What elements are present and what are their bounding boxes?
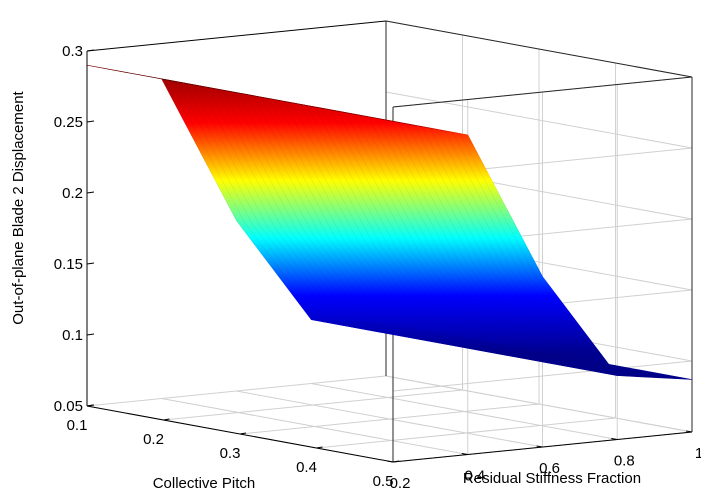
grid-line bbox=[161, 398, 468, 455]
mesh-line bbox=[102, 67, 402, 327]
mesh-line bbox=[232, 91, 532, 351]
mesh-line bbox=[171, 80, 471, 340]
y-tick bbox=[461, 453, 468, 455]
mesh-line bbox=[285, 101, 585, 361]
z-axis-label: Out-of-plane Blade 2 Displacement bbox=[10, 90, 27, 324]
x-tick bbox=[239, 432, 247, 435]
mesh-line bbox=[308, 105, 608, 365]
z-tick bbox=[86, 49, 95, 52]
x-axis-label: Collective Pitch bbox=[153, 475, 256, 492]
y-axis-label: Residual Stiffness Fraction bbox=[463, 470, 641, 487]
mesh-line bbox=[377, 118, 677, 377]
y-tick bbox=[611, 438, 618, 440]
z-tick-label: 0.15 bbox=[54, 256, 83, 273]
mesh-line bbox=[369, 116, 670, 376]
mesh-line bbox=[209, 87, 509, 347]
mesh-line bbox=[201, 85, 501, 345]
x-tick bbox=[86, 404, 94, 407]
mesh-line bbox=[163, 78, 463, 338]
mesh-line bbox=[270, 98, 570, 358]
x-tick-label: 0.5 bbox=[373, 473, 394, 490]
mesh-line bbox=[140, 74, 440, 334]
mesh-line bbox=[354, 113, 654, 373]
mesh-line bbox=[186, 83, 486, 342]
x-tick-label: 0.2 bbox=[143, 431, 164, 448]
mesh-line bbox=[94, 66, 394, 326]
y-tick-label: 1 bbox=[695, 445, 701, 462]
mesh-line bbox=[392, 120, 693, 380]
x-tick-label: 0.1 bbox=[67, 417, 88, 434]
mesh-line bbox=[324, 108, 624, 368]
mesh-line bbox=[347, 112, 647, 372]
z-tick-label: 0.05 bbox=[54, 398, 83, 415]
mesh-line bbox=[293, 102, 593, 362]
mesh-line bbox=[316, 106, 616, 366]
mesh-line bbox=[262, 97, 563, 356]
z-tick bbox=[86, 262, 95, 265]
mesh-line bbox=[109, 69, 409, 328]
mesh-line bbox=[155, 77, 455, 337]
x-tick bbox=[163, 418, 170, 421]
mesh-line bbox=[86, 64, 387, 324]
y-tick-label: 0.4 bbox=[464, 468, 485, 485]
mesh-line bbox=[132, 73, 432, 333]
mesh-line bbox=[255, 95, 555, 355]
y-tick-label: 0.2 bbox=[390, 475, 411, 492]
mesh-line bbox=[117, 70, 417, 330]
mesh-line bbox=[331, 109, 631, 369]
mesh-line bbox=[178, 81, 478, 341]
x-tick bbox=[316, 446, 323, 449]
z-tick-label: 0.1 bbox=[62, 327, 83, 344]
mesh-line bbox=[194, 84, 494, 344]
y-tick bbox=[685, 430, 693, 433]
z-tick bbox=[86, 333, 95, 336]
y-tick-label: 0.8 bbox=[614, 453, 635, 470]
mesh-line bbox=[125, 71, 425, 331]
z-tick-label: 0.3 bbox=[62, 43, 83, 60]
x-tick-label: 0.4 bbox=[296, 459, 317, 476]
mesh-line bbox=[239, 92, 540, 352]
box-edge bbox=[392, 76, 693, 108]
box-edge bbox=[385, 20, 693, 78]
tick-labels: 0.050.10.150.20.250.30.10.20.30.40.50.2 0… bbox=[54, 43, 701, 492]
grid-line bbox=[236, 390, 543, 448]
x-tick-label: 0.3 bbox=[220, 445, 241, 462]
y-tick-label: 0.6 bbox=[539, 460, 560, 477]
mesh-line bbox=[148, 76, 448, 335]
mesh-line bbox=[247, 94, 547, 354]
surface bbox=[86, 64, 693, 380]
y-tick bbox=[386, 460, 394, 463]
grid-line bbox=[385, 375, 693, 433]
mesh-line bbox=[339, 111, 639, 370]
y-tick bbox=[536, 445, 543, 448]
z-tick-label: 0.25 bbox=[54, 114, 83, 131]
z-tick bbox=[86, 191, 95, 194]
mesh-line bbox=[385, 119, 685, 379]
mesh-line bbox=[278, 99, 578, 359]
x-tick bbox=[392, 460, 400, 463]
z-tick-label: 0.2 bbox=[62, 185, 83, 202]
mesh-line bbox=[216, 88, 517, 348]
mesh-line bbox=[362, 115, 662, 375]
mesh-line bbox=[301, 104, 601, 363]
z-tick bbox=[86, 120, 95, 123]
axes bbox=[86, 20, 693, 463]
grid-line bbox=[311, 383, 618, 440]
top-edge bbox=[86, 20, 387, 52]
mesh-line bbox=[224, 90, 524, 349]
surface-patch bbox=[86, 64, 239, 94]
